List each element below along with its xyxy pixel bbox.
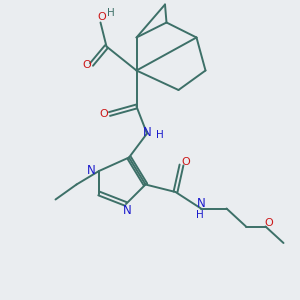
Text: O: O [100, 109, 109, 119]
Text: N: N [87, 164, 96, 178]
Text: O: O [98, 12, 106, 22]
Text: N: N [123, 203, 132, 217]
Text: O: O [82, 59, 91, 70]
Text: H: H [107, 8, 115, 18]
Text: O: O [264, 218, 273, 229]
Text: N: N [142, 126, 152, 140]
Text: O: O [182, 157, 190, 167]
Text: N: N [196, 196, 206, 210]
Text: H: H [156, 130, 164, 140]
Text: H: H [196, 209, 203, 220]
